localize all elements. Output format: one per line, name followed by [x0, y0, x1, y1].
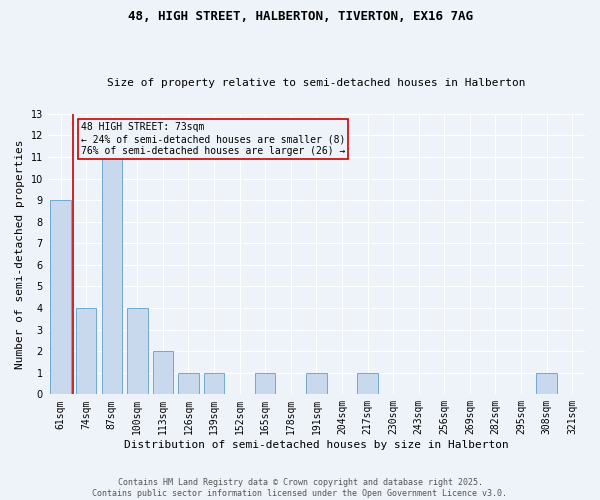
Bar — [178, 373, 199, 394]
Bar — [204, 373, 224, 394]
Bar — [76, 308, 97, 394]
Text: Contains HM Land Registry data © Crown copyright and database right 2025.
Contai: Contains HM Land Registry data © Crown c… — [92, 478, 508, 498]
Bar — [152, 351, 173, 395]
Bar — [50, 200, 71, 394]
Title: Size of property relative to semi-detached houses in Halberton: Size of property relative to semi-detach… — [107, 78, 526, 88]
X-axis label: Distribution of semi-detached houses by size in Halberton: Distribution of semi-detached houses by … — [124, 440, 509, 450]
Text: 48, HIGH STREET, HALBERTON, TIVERTON, EX16 7AG: 48, HIGH STREET, HALBERTON, TIVERTON, EX… — [128, 10, 473, 23]
Bar — [358, 373, 378, 394]
Bar — [255, 373, 275, 394]
Text: 48 HIGH STREET: 73sqm
← 24% of semi-detached houses are smaller (8)
76% of semi-: 48 HIGH STREET: 73sqm ← 24% of semi-deta… — [81, 122, 346, 156]
Bar — [536, 373, 557, 394]
Bar — [127, 308, 148, 394]
Bar — [101, 157, 122, 394]
Bar — [306, 373, 326, 394]
Y-axis label: Number of semi-detached properties: Number of semi-detached properties — [15, 140, 25, 369]
